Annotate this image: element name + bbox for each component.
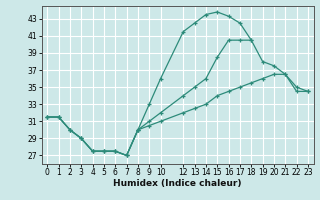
X-axis label: Humidex (Indice chaleur): Humidex (Indice chaleur) (113, 179, 242, 188)
